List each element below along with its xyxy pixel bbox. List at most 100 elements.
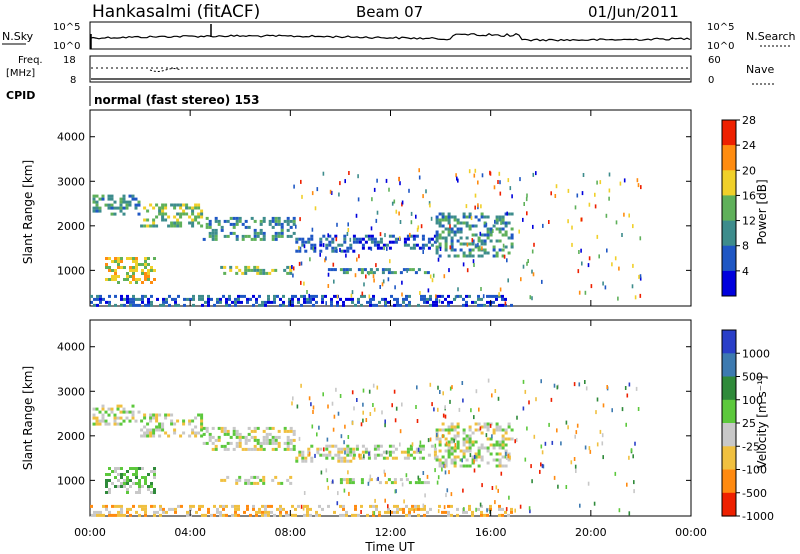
echo-cell [141,281,144,284]
echo-cell [343,456,347,460]
echo-cell [271,438,275,442]
echo-cell [533,434,536,439]
echo-cell [499,180,501,185]
echo-cell [477,254,481,258]
echo-cell [417,303,420,307]
echo-cell [253,435,257,439]
echo-cell [262,478,266,482]
echo-cell [194,431,198,435]
echo-cell [108,294,111,298]
echo-cell [286,435,290,439]
echo-cell [541,279,543,284]
echo-cell [271,435,275,439]
echo-cell [412,243,416,247]
echo-cell [596,442,599,447]
echo-cell [289,271,293,275]
echo-cell [229,222,233,226]
colorbar-tick-label: 8 [742,240,749,253]
echo-cell [312,246,315,251]
echo-cell [292,396,294,401]
echo-cell [492,431,496,435]
echo-cell [388,453,392,457]
echo-cell [351,390,354,395]
echo-cell [441,510,444,514]
echo-cell [459,227,463,231]
echo-cell [362,388,365,393]
echo-cell [447,227,451,231]
echo-cell [308,451,311,456]
echo-cell [270,510,273,514]
echo-cell [447,431,451,435]
echo-cell [403,237,407,241]
echo-cell [229,231,233,235]
echo-cell [465,440,469,444]
echo-cell [149,224,153,228]
echo-cell [271,268,275,272]
echo-cell [164,212,168,216]
echo-cell [474,215,478,219]
echo-cell [480,443,484,447]
echo-cell [447,218,451,222]
echo-cell [506,211,508,216]
echo-cell [382,456,386,460]
echo-cell [567,219,569,224]
echo-cell [204,300,207,304]
echo-cell [447,513,450,517]
echo-cell [220,225,224,229]
echo-cell [279,510,282,514]
echo-cell [138,263,141,266]
echo-cell [120,266,123,269]
echo-cell [319,252,321,257]
echo-cell [366,513,369,517]
echo-cell [235,435,239,439]
echo-cell [354,513,357,517]
echo-cell [498,428,502,432]
echo-cell [535,171,537,176]
echo-cell [509,455,511,460]
echo-cell [108,467,111,470]
echo-cell [120,297,123,301]
echo-cell [601,441,604,446]
echo-cell [340,434,343,439]
echo-cell [438,224,442,228]
echo-cell [222,507,225,511]
echo-cell [179,434,183,438]
echo-cell [92,194,96,198]
echo-cell [117,281,120,284]
echo-cell [122,194,126,198]
echo-cell [158,206,162,210]
echo-cell [235,481,239,485]
echo-cell [420,507,423,511]
echo-cell [119,197,123,201]
echo-cell [477,455,481,459]
echo-cell [532,272,535,277]
echo-cell [471,242,475,246]
echo-cell [170,221,174,225]
echo-cell [108,269,111,272]
echo-cell [415,405,417,409]
echo-cell [217,435,221,439]
colorbar-swatch [722,145,736,171]
echo-cell [280,225,284,229]
echo-cell [361,450,365,454]
echo-cell [147,278,150,281]
echo-cell [261,303,264,307]
echo-cell [244,271,248,275]
echo-cell [367,237,371,241]
echo-cell [143,206,147,210]
echo-cell [291,297,294,301]
echo-cell [327,272,330,277]
echo-cell [253,444,257,448]
echo-cell [394,240,398,244]
echo-cell [368,294,371,299]
echo-cell [508,495,510,500]
echo-cell [355,444,359,448]
echo-cell [173,206,177,210]
echo-cell [447,294,450,298]
echo-cell [453,438,455,443]
echo-cell [366,300,369,304]
echo-cell [465,449,469,453]
echo-cell [211,231,215,235]
echo-cell [135,510,138,514]
echo-cell [234,303,237,307]
